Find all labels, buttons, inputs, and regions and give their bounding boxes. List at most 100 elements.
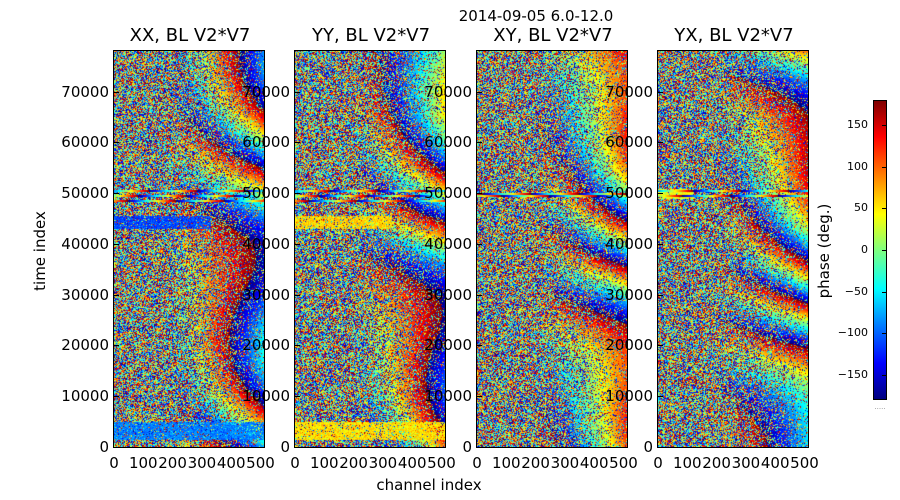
x-tick-label: 500 xyxy=(427,454,456,472)
y-tick-label: 0 xyxy=(280,438,290,456)
y-tick-mark xyxy=(295,243,300,245)
y-tick-mark xyxy=(114,243,119,245)
y-tick-label: 30000 xyxy=(605,285,653,304)
y-tick-label: 70000 xyxy=(605,82,653,101)
x-tick-label: 400 xyxy=(216,454,246,472)
y-tick-label: 40000 xyxy=(242,234,290,253)
y-tick-mark xyxy=(658,193,663,195)
y-tick-mark xyxy=(295,447,300,448)
x-tick-label: 500 xyxy=(609,454,638,472)
heatmap-panel-yy xyxy=(294,50,446,448)
y-tick-mark xyxy=(477,142,482,144)
y-tick-label: 10000 xyxy=(61,387,109,406)
x-tick-label: 100 xyxy=(672,454,702,472)
y-tick-mark xyxy=(114,294,119,296)
heatmap-canvas-xx xyxy=(114,51,264,447)
y-tick-label: 0 xyxy=(99,438,109,456)
panel-title-yx: YX, BL V2*V7 xyxy=(674,25,794,46)
colorbar-tick-mark xyxy=(882,333,887,335)
x-tick-label: 400 xyxy=(579,454,609,472)
x-tick-label: 300 xyxy=(550,454,580,472)
y-tick-mark xyxy=(477,396,482,398)
heatmap-canvas-yy xyxy=(295,51,445,447)
x-tick-label: 100 xyxy=(128,454,158,472)
colorbar-tick-mark xyxy=(882,208,887,210)
x-axis-label: channel index xyxy=(376,476,482,494)
y-tick-mark xyxy=(477,447,482,448)
x-tick-label: 200 xyxy=(339,454,368,472)
y-tick-label: 50000 xyxy=(61,184,109,203)
y-tick-label: 50000 xyxy=(424,184,472,203)
y-tick-mark xyxy=(295,142,300,144)
colorbar-footer: ..... xyxy=(874,403,886,411)
y-tick-label: 10000 xyxy=(424,387,472,406)
y-tick-mark xyxy=(658,447,663,448)
x-tick-label: 300 xyxy=(187,454,217,472)
y-tick-label: 60000 xyxy=(424,133,472,152)
colorbar-tick-label: −100 xyxy=(837,326,868,340)
x-tick-label: 500 xyxy=(246,454,275,472)
y-tick-mark xyxy=(114,396,119,398)
x-tick-label: 400 xyxy=(760,454,790,472)
y-tick-mark xyxy=(477,243,482,245)
heatmap-canvas-xy xyxy=(477,51,627,447)
figure-suptitle: 2014-09-05 6.0-12.0 xyxy=(458,7,614,25)
y-tick-mark xyxy=(295,294,300,296)
x-tick-label: 0 xyxy=(472,454,482,472)
colorbar-tick-label: 100 xyxy=(847,159,868,173)
y-tick-label: 20000 xyxy=(242,336,290,355)
y-tick-mark xyxy=(477,193,482,195)
y-tick-mark xyxy=(114,91,119,93)
colorbar-tick-mark xyxy=(882,166,887,168)
y-tick-label: 20000 xyxy=(605,336,653,355)
y-tick-label: 50000 xyxy=(242,184,290,203)
y-tick-mark xyxy=(658,294,663,296)
colorbar-tick-mark xyxy=(882,291,887,293)
x-tick-label: 200 xyxy=(521,454,550,472)
x-tick-label: 100 xyxy=(309,454,339,472)
y-tick-label: 50000 xyxy=(605,184,653,203)
colorbar-tick-label: −150 xyxy=(837,368,868,381)
x-tick-label: 0 xyxy=(109,454,119,472)
colorbar-tick-label: −50 xyxy=(844,284,868,298)
y-tick-label: 70000 xyxy=(61,82,109,101)
colorbar-tick-label: 150 xyxy=(847,118,868,131)
y-tick-mark xyxy=(295,193,300,195)
colorbar-tick-label: 50 xyxy=(854,201,868,215)
panel-title-xx: XX, BL V2*V7 xyxy=(129,25,251,46)
y-tick-label: 60000 xyxy=(605,133,653,152)
x-tick-label: 400 xyxy=(397,454,427,472)
y-tick-mark xyxy=(114,193,119,195)
x-tick-label: 300 xyxy=(368,454,398,472)
y-tick-mark xyxy=(295,91,300,93)
heatmap-panel-yx xyxy=(657,50,809,448)
y-tick-label: 20000 xyxy=(424,336,472,355)
x-tick-label: 500 xyxy=(790,454,819,472)
y-tick-mark xyxy=(114,345,119,347)
x-tick-label: 0 xyxy=(290,454,300,472)
y-tick-label: 60000 xyxy=(61,133,109,152)
y-tick-label: 60000 xyxy=(242,133,290,152)
colorbar-tick-mark xyxy=(882,375,887,376)
heatmap-canvas-yx xyxy=(658,51,808,447)
colorbar-label: phase (deg.) xyxy=(815,203,833,299)
y-tick-label: 40000 xyxy=(61,234,109,253)
heatmap-panel-xx xyxy=(113,50,265,448)
colorbar-tick-mark xyxy=(882,125,887,126)
x-tick-label: 200 xyxy=(702,454,731,472)
y-tick-label: 70000 xyxy=(424,82,472,101)
y-tick-mark xyxy=(477,345,482,347)
x-tick-label: 200 xyxy=(158,454,187,472)
y-tick-label: 40000 xyxy=(605,234,653,253)
y-axis-label: time index xyxy=(31,211,49,291)
y-tick-mark xyxy=(295,396,300,398)
y-tick-label: 20000 xyxy=(61,336,109,355)
colorbar-tick-label: 0 xyxy=(861,243,868,256)
y-tick-label: 30000 xyxy=(424,285,472,304)
y-tick-mark xyxy=(658,345,663,347)
y-tick-label: 30000 xyxy=(242,285,290,304)
y-tick-label: 30000 xyxy=(61,285,109,304)
y-tick-label: 10000 xyxy=(605,387,653,406)
x-tick-label: 100 xyxy=(491,454,521,472)
